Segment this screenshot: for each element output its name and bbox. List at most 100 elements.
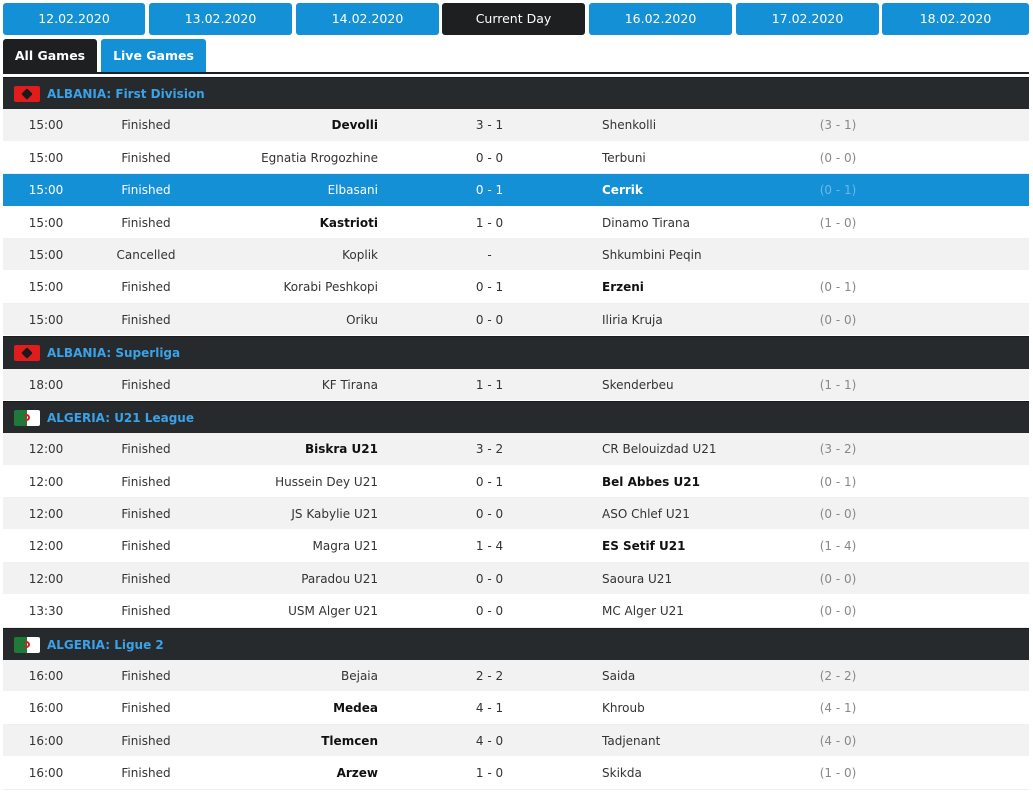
match-time: 18:00	[28, 377, 64, 392]
home-team: Koplik	[342, 247, 378, 262]
match-score: 3 - 2	[475, 442, 504, 457]
match-row[interactable]: 16:00 Finished Tlemcen 4 - 0 Tadjenant (4 - 0…	[3, 724, 1029, 758]
halftime-score: (0 - 1)	[819, 183, 857, 198]
away-team: CR Belouizdad U21	[602, 442, 717, 457]
halftime-score: (1 - 0)	[819, 215, 857, 230]
match-row[interactable]: 15:00 Finished Kastrioti 1 - 0 Dinamo Tirana…	[3, 206, 1029, 239]
match-time: 15:00	[28, 215, 64, 230]
league-title[interactable]: ALGERIA: Ligue 2	[47, 629, 164, 661]
match-time: 12:00	[28, 442, 64, 457]
tab-divider	[3, 72, 1029, 74]
away-team: Iliria Kruja	[602, 312, 663, 327]
match-row[interactable]: 12:00 Finished Hussein Dey U21 0 - 1 Bel Abb…	[3, 465, 1029, 499]
match-row[interactable]: 12:00 Finished Magra U21 1 - 4 ES Setif U21 (…	[3, 530, 1029, 563]
match-status: Finished	[121, 118, 171, 133]
match-time: 15:00	[28, 312, 64, 327]
match-time: 16:00	[28, 733, 64, 748]
game-tabs: All Games Live Games	[0, 39, 1033, 74]
league-country: ALGERIA:	[47, 637, 110, 652]
match-row[interactable]: 15:00 Cancelled Koplik - Shkumbini Peqin	[3, 238, 1029, 272]
match-row[interactable]: 13:30 Finished USM Alger U21 0 - 0 MC Alger …	[3, 595, 1029, 628]
home-team: Elbasani	[327, 183, 378, 198]
halftime-score: (0 - 0)	[819, 507, 857, 522]
match-row[interactable]: 18:00 Finished KF Tirana 1 - 1 Skenderbeu (1 …	[3, 368, 1029, 401]
date-button[interactable]: 13.02.2020	[149, 3, 292, 35]
match-status: Finished	[121, 507, 171, 522]
home-team: Bejaia	[341, 669, 378, 684]
away-team: Bel Abbes U21	[602, 474, 700, 489]
away-team: Khroub	[602, 701, 645, 716]
date-navigation: 12.02.2020 13.02.2020 14.02.2020 Current…	[0, 3, 1033, 35]
match-row[interactable]: 15:00 Finished Devolli 3 - 1 Shenkolli (3 - 1…	[3, 109, 1029, 142]
tab-live-games[interactable]: Live Games	[101, 39, 206, 73]
home-team: Magra U21	[312, 539, 378, 554]
halftime-score: (0 - 1)	[819, 474, 857, 489]
date-button[interactable]: 18.02.2020	[882, 3, 1029, 35]
match-score: 4 - 0	[475, 733, 504, 748]
league-title[interactable]: ALBANIA: First Division	[47, 78, 205, 110]
date-button[interactable]: 16.02.2020	[589, 3, 732, 35]
league-name: First Division	[115, 87, 205, 101]
match-list: ALBANIA: First Division 15:00 Finished Devo…	[3, 77, 1029, 790]
match-row[interactable]: 16:00 Finished Bejaia 2 - 2 Saida (2 - 2)	[3, 660, 1029, 693]
match-score: 1 - 4	[475, 539, 504, 554]
match-score: 0 - 0	[475, 312, 504, 327]
away-team: Shkumbini Peqin	[602, 247, 702, 262]
match-row[interactable]: 16:00 Finished Arzew 1 - 0 Skikda (1 - 0)	[3, 757, 1029, 790]
match-score: -	[487, 247, 492, 262]
match-row[interactable]: 16:00 Finished Medea 4 - 1 Khroub (4 - 1)	[3, 692, 1029, 725]
match-row[interactable]: 15:00 Finished Egnatia Rrogozhine 0 - 0 Terb…	[3, 141, 1029, 175]
date-button[interactable]: 14.02.2020	[296, 3, 439, 35]
halftime-score: (1 - 0)	[819, 766, 857, 781]
halftime-score: (3 - 1)	[819, 118, 857, 133]
match-score: 0 - 1	[475, 183, 504, 198]
tab-all-games[interactable]: All Games	[3, 39, 97, 73]
away-team: Saoura U21	[602, 571, 673, 586]
match-status: Finished	[121, 280, 171, 295]
league-header[interactable]: ALBANIA: First Division	[3, 77, 1029, 110]
current-day-button[interactable]: Current Day	[442, 3, 585, 35]
albania-flag-icon	[14, 86, 40, 102]
match-row[interactable]: 12:00 Finished Paradou U21 0 - 0 Saoura U21 (…	[3, 562, 1029, 596]
match-time: 15:00	[28, 280, 64, 295]
match-time: 15:00	[28, 183, 64, 198]
match-row[interactable]: 15:00 Finished Korabi Peshkopi 0 - 1 Erzeni (…	[3, 271, 1029, 304]
halftime-score: (0 - 0)	[819, 150, 857, 165]
home-team: Korabi Peshkopi	[283, 280, 378, 295]
match-time: 16:00	[28, 701, 64, 716]
league-title[interactable]: ALBANIA: Superliga	[47, 337, 180, 369]
match-row[interactable]: 12:00 Finished JS Kabylie U21 0 - 0 ASO Chle…	[3, 498, 1029, 531]
match-row[interactable]: 12:00 Finished Biskra U21 3 - 2 CR Belouizda…	[3, 433, 1029, 466]
home-team: Paradou U21	[301, 571, 378, 586]
match-status: Finished	[121, 215, 171, 230]
albania-flag-icon	[14, 345, 40, 362]
date-button[interactable]: 12.02.2020	[3, 3, 145, 35]
home-team: KF Tirana	[321, 377, 378, 392]
match-status: Finished	[121, 701, 171, 716]
away-team: Terbuni	[602, 150, 646, 165]
match-status: Finished	[121, 571, 171, 586]
match-status: Finished	[121, 442, 171, 457]
league-header[interactable]: ALGERIA: Ligue 2	[3, 627, 1029, 661]
home-team: Hussein Dey U21	[275, 474, 378, 489]
match-row[interactable]: 15:00 Finished Elbasani 0 - 1 Cerrik (0 - 1)	[3, 174, 1029, 207]
match-time: 15:00	[28, 150, 64, 165]
away-team: ES Setif U21	[602, 539, 686, 554]
away-team: ASO Chlef U21	[602, 507, 690, 522]
league-header[interactable]: ALBANIA: Superliga	[3, 336, 1029, 369]
match-time: 15:00	[28, 118, 64, 133]
match-time: 12:00	[28, 507, 64, 522]
away-team: Tadjenant	[602, 733, 661, 748]
halftime-score: (0 - 0)	[819, 604, 857, 619]
match-time: 12:00	[28, 571, 64, 586]
league-header[interactable]: ALGERIA: U21 League	[3, 400, 1029, 434]
league-country: ALBANIA:	[47, 87, 112, 101]
league-title[interactable]: ALGERIA: U21 League	[47, 402, 194, 434]
match-time: 16:00	[28, 669, 64, 684]
league-country: ALGERIA:	[47, 410, 110, 425]
league-name: Ligue 2	[114, 637, 164, 652]
match-score: 2 - 2	[475, 669, 504, 684]
match-score: 4 - 1	[475, 701, 504, 716]
date-button[interactable]: 17.02.2020	[736, 3, 879, 35]
match-row[interactable]: 15:00 Finished Oriku 0 - 0 Iliria Kruja (0 - …	[3, 303, 1029, 337]
